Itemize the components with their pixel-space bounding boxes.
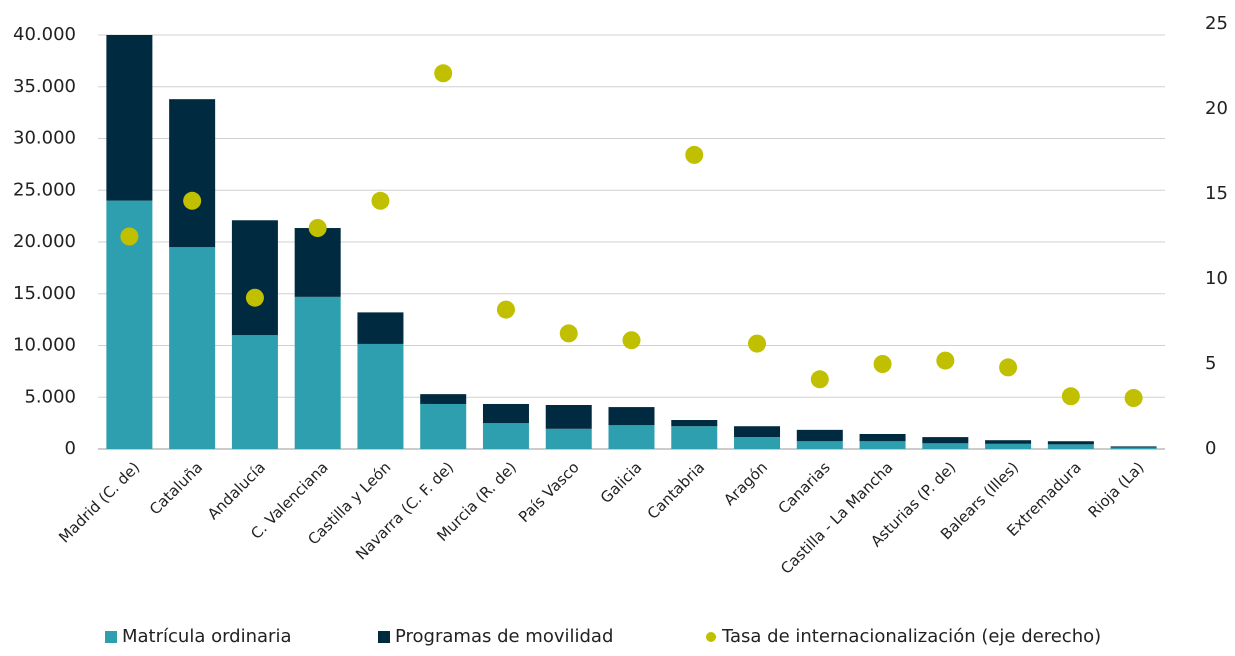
bar-segment bbox=[734, 426, 781, 438]
x-tick-label: Galicia bbox=[597, 458, 646, 507]
bar-segment bbox=[1110, 447, 1157, 449]
bar-segment bbox=[671, 420, 718, 427]
y-tick-label: 30.000 bbox=[13, 128, 76, 149]
bar-segment bbox=[922, 443, 969, 449]
y-tick-label: 40.000 bbox=[13, 24, 76, 45]
bar-segment bbox=[357, 343, 404, 449]
bar-segment bbox=[608, 425, 655, 449]
bar-segment bbox=[734, 437, 781, 449]
y-tick-label: 0 bbox=[65, 438, 76, 459]
bar-segment bbox=[545, 428, 592, 449]
bar-segment bbox=[796, 441, 843, 449]
bar-segment bbox=[922, 437, 969, 444]
dot bbox=[559, 324, 578, 343]
dot bbox=[873, 355, 892, 373]
x-tick-label: Canarias bbox=[775, 458, 834, 517]
dot bbox=[999, 358, 1018, 377]
dot bbox=[748, 334, 767, 353]
x-tick-label: Madrid (C. de) bbox=[55, 458, 143, 546]
y-tick-label: 15.000 bbox=[13, 283, 76, 304]
bar-segment bbox=[545, 405, 592, 429]
bar-segment bbox=[357, 312, 404, 344]
y-tick-label: 10.000 bbox=[13, 335, 76, 356]
bar-segment bbox=[420, 394, 467, 404]
x-tick-label: Cantabria bbox=[644, 458, 709, 523]
x-tick-label: Rioja (La) bbox=[1085, 458, 1148, 521]
legend-label: Tasa de internacionalización (eje derech… bbox=[721, 626, 1101, 647]
y2-tick-label: 5 bbox=[1205, 353, 1216, 374]
bar-segment bbox=[985, 440, 1032, 444]
bar-segment bbox=[169, 99, 216, 248]
y2-tick-label: 15 bbox=[1205, 183, 1228, 204]
x-tick-label: País Vasco bbox=[515, 458, 583, 526]
dot bbox=[434, 64, 453, 83]
legend-label: Matrícula ordinaria bbox=[122, 626, 291, 647]
x-tick-label: Andalucía bbox=[204, 458, 269, 523]
bar-segment bbox=[796, 429, 843, 442]
x-tick-label: Cataluña bbox=[146, 458, 206, 518]
bar-segment bbox=[482, 403, 529, 424]
bar-segment bbox=[420, 403, 467, 449]
bar-segment bbox=[106, 35, 153, 201]
bar-segment bbox=[1110, 446, 1157, 448]
bar-segment bbox=[608, 407, 655, 426]
dot bbox=[496, 300, 515, 319]
legend-swatch bbox=[378, 631, 390, 643]
bar-segment bbox=[231, 220, 278, 336]
dot bbox=[622, 331, 641, 350]
dot bbox=[936, 351, 955, 370]
bar-segment bbox=[231, 335, 278, 449]
bar-segment bbox=[294, 228, 341, 297]
x-tick-label: Castilla - La Mancha bbox=[777, 458, 896, 577]
y2-tick-label: 10 bbox=[1205, 268, 1228, 289]
legend-swatch bbox=[105, 631, 117, 643]
y2-tick-label: 20 bbox=[1205, 98, 1228, 119]
bar-segment bbox=[859, 441, 906, 449]
dot bbox=[1124, 389, 1143, 407]
x-tick-label: Aragón bbox=[720, 458, 771, 509]
bar-segment bbox=[482, 423, 529, 449]
dot bbox=[1061, 387, 1080, 406]
dot bbox=[810, 370, 829, 389]
dot bbox=[308, 219, 327, 237]
y-tick-label: 20.000 bbox=[13, 231, 76, 252]
bar-segment bbox=[169, 247, 216, 449]
y2-tick-label: 25 bbox=[1205, 13, 1228, 34]
bar-segment bbox=[671, 426, 718, 449]
bar-segment bbox=[294, 296, 341, 449]
bar-segment bbox=[1047, 441, 1094, 445]
dot bbox=[245, 288, 264, 307]
dot bbox=[685, 145, 704, 164]
y2-tick-label: 0 bbox=[1205, 438, 1216, 459]
y-tick-label: 25.000 bbox=[13, 179, 76, 200]
dot bbox=[120, 227, 139, 246]
dot bbox=[183, 191, 202, 210]
legend-swatch bbox=[706, 632, 716, 642]
y-tick-label: 5.000 bbox=[24, 386, 76, 407]
y-tick-label: 35.000 bbox=[13, 76, 76, 97]
dot bbox=[371, 191, 390, 210]
bar-segment bbox=[985, 443, 1032, 449]
bar-segment bbox=[1047, 444, 1094, 449]
legend-label: Programas de movilidad bbox=[395, 626, 613, 647]
bar-segment bbox=[859, 433, 906, 442]
